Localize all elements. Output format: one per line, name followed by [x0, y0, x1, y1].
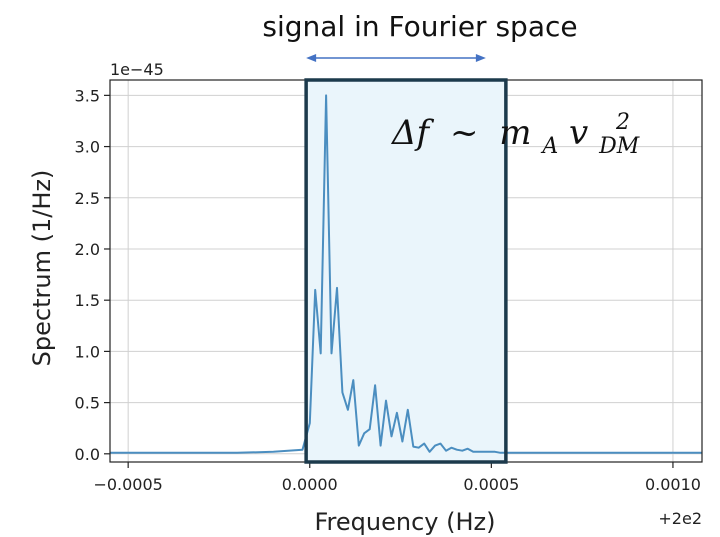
x-axis-ticks: −0.0005 0.0000 0.0005 0.0010	[93, 462, 701, 494]
formula-m-sub: A	[540, 134, 558, 159]
y-tick-label: 3.5	[75, 86, 100, 105]
y-tick-label: 2.5	[75, 189, 100, 208]
formula-op: ~	[450, 113, 479, 153]
y-scale-label: 1e−45	[110, 60, 164, 79]
x-tick-label: 0.0005	[463, 475, 519, 494]
y-tick-label: 0.0	[75, 445, 100, 464]
signal-region	[306, 80, 506, 462]
y-axis-ticks: 0.0 0.5 1.0 1.5 2.0 2.5 3.0 3.5	[75, 86, 110, 464]
signal-region-outline	[304, 78, 508, 464]
signal-region-border	[304, 78, 508, 464]
y-tick-label: 2.0	[75, 240, 100, 259]
y-tick-label: 1.5	[75, 291, 100, 310]
formula-v-sub: DM	[598, 134, 640, 159]
x-tick-label: 0.0000	[282, 475, 338, 494]
x-tick-label: 0.0010	[645, 475, 701, 494]
x-offset-label: +2e2	[658, 509, 702, 528]
y-tick-label: 3.0	[75, 138, 100, 157]
delta-f-formula: Δf ~ m A v DM 2	[390, 110, 650, 162]
y-tick-label: 1.0	[75, 342, 100, 361]
arrow-head-right	[475, 54, 486, 62]
formula-v: v	[569, 113, 588, 153]
region-width-arrow	[306, 54, 486, 62]
x-tick-label: −0.0005	[93, 475, 162, 494]
formula-lhs: Δf	[390, 113, 435, 153]
series-layer	[110, 94, 702, 454]
x-axis-label: Frequency (Hz)	[315, 508, 496, 536]
formula-m: m	[499, 113, 531, 153]
annotation-title: signal in Fourier space	[262, 10, 577, 43]
formula-v-sup: 2	[615, 110, 630, 135]
y-axis-label: Spectrum (1/Hz)	[28, 170, 56, 367]
arrow-head-left	[306, 54, 317, 62]
spectrum-line	[110, 94, 702, 454]
y-tick-label: 0.5	[75, 394, 100, 413]
signal-region-fill	[306, 80, 506, 462]
